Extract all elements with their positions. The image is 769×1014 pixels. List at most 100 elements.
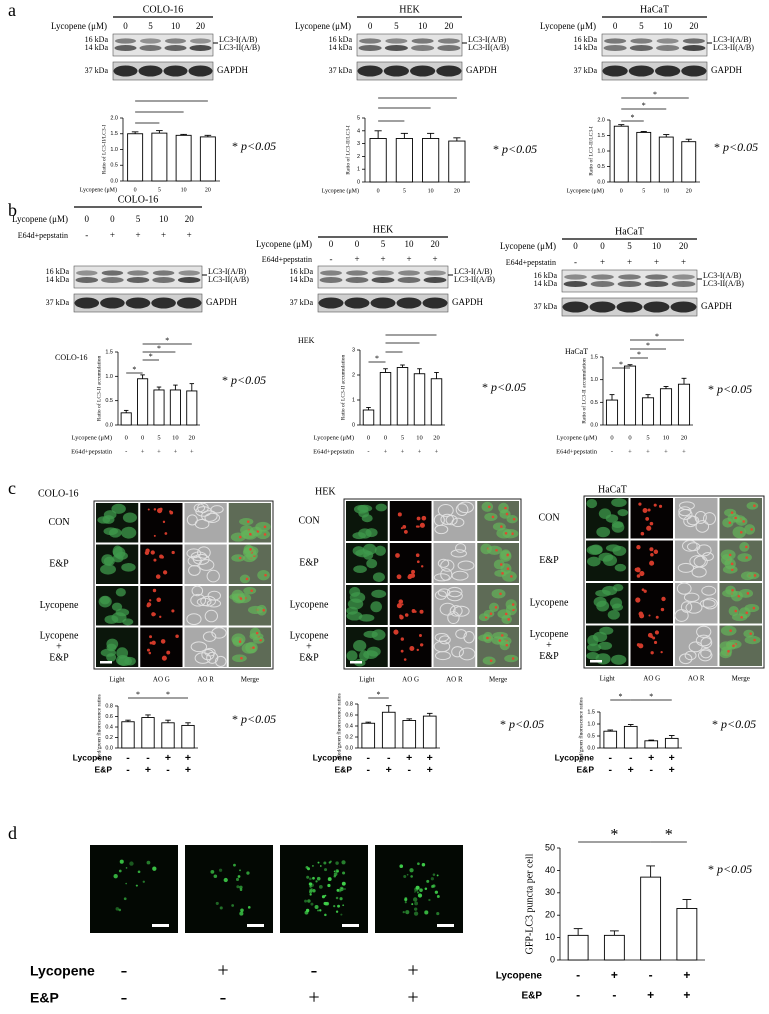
bar xyxy=(664,737,679,749)
band-label: GAPDH xyxy=(711,65,743,75)
acidic-vesicle xyxy=(395,553,400,558)
marker-label: 16 kDa xyxy=(574,35,598,44)
acidic-vesicle xyxy=(250,589,254,592)
y-tick-label: 0.5 xyxy=(597,164,605,170)
x-row-label: E64d+pepstatin xyxy=(556,448,598,455)
gfp-punctum xyxy=(414,887,419,892)
lc3-blot xyxy=(356,33,463,57)
gfp-punctum xyxy=(312,889,316,893)
cell xyxy=(353,640,367,652)
cell xyxy=(206,651,219,664)
cell xyxy=(483,609,495,618)
acidic-vesicle xyxy=(245,577,249,581)
dose: 0 xyxy=(600,241,605,251)
scale-bar xyxy=(152,924,169,927)
micrograph-tile xyxy=(184,503,227,543)
x-tick-label: - xyxy=(609,752,613,764)
band xyxy=(603,45,627,51)
cell-line-name: HEK xyxy=(315,486,336,497)
column-label: AO R xyxy=(197,676,214,684)
band xyxy=(177,277,201,283)
gfp-punctum xyxy=(239,869,241,872)
acidic-vesicle xyxy=(650,651,654,655)
gfp-punctum xyxy=(316,876,321,881)
y-tick-label: 1 xyxy=(357,167,360,173)
y-tick-label: 0.0 xyxy=(105,422,113,428)
band xyxy=(682,45,706,51)
p-value-note: * p<0.05 xyxy=(482,380,526,394)
dose: 20 xyxy=(185,214,195,224)
column-label: AO R xyxy=(688,675,705,683)
gfp-punctum xyxy=(239,888,243,891)
y-axis-label: Red/green fluorescence ratios xyxy=(95,694,102,759)
x-tick-label: + xyxy=(190,448,194,455)
cell xyxy=(190,551,208,562)
y-axis-label: Ratio of LC3-II accumulation xyxy=(580,358,587,424)
cell-line-header: HaCaT xyxy=(640,4,669,15)
treatment-sign: + xyxy=(432,254,437,264)
gfp-punctum xyxy=(324,913,327,917)
treatment-sign: - xyxy=(311,960,318,982)
p-value: p<0.05 xyxy=(490,380,526,394)
gfp-punctum xyxy=(135,884,138,887)
column-label: Light xyxy=(110,676,125,684)
acidic-vesicle xyxy=(498,639,502,642)
cell xyxy=(366,558,378,569)
cell xyxy=(239,518,254,526)
acidic-vesicle xyxy=(737,594,741,598)
acidic-vesicle xyxy=(150,550,155,555)
column-label: Merge xyxy=(732,675,750,683)
p-value: p<0.05 xyxy=(716,862,752,876)
dose: 20 xyxy=(679,241,689,251)
cell xyxy=(103,556,115,567)
band xyxy=(318,297,344,309)
y-tick-label: 0.0 xyxy=(110,178,118,184)
acidic-vesicle xyxy=(750,528,753,531)
cell xyxy=(451,570,469,581)
acidic-vesicle xyxy=(506,553,510,557)
gfp-punctum xyxy=(321,895,326,899)
acidic-vesicle xyxy=(635,567,641,573)
dose: 20 xyxy=(689,21,699,31)
acidic-vesicle xyxy=(238,556,242,560)
cell xyxy=(358,614,375,622)
acidic-vesicle xyxy=(159,554,164,559)
bar xyxy=(603,934,625,961)
band xyxy=(423,277,447,283)
cell xyxy=(504,654,519,663)
cell xyxy=(198,559,215,571)
gfp-punctum xyxy=(335,910,339,913)
cell xyxy=(724,508,737,517)
band xyxy=(188,65,213,77)
cell xyxy=(440,559,455,572)
y-axis-label: Ratio of LC3-II/LC3-I xyxy=(587,126,594,176)
band xyxy=(163,65,188,77)
scale-bar xyxy=(342,924,359,927)
x-tick-label: - xyxy=(126,752,130,764)
cell xyxy=(232,654,247,663)
x-row-label: Lycopene (μM) xyxy=(322,187,359,194)
cell xyxy=(349,592,366,603)
acidic-vesicle xyxy=(491,515,495,519)
acidic-vesicle xyxy=(661,596,666,602)
acidic-vesicle xyxy=(401,603,404,606)
band-label: LC3-II(A/B) xyxy=(468,43,509,52)
significance-star: * xyxy=(619,360,623,369)
treatment-sign: + xyxy=(161,230,166,240)
cell xyxy=(447,611,460,625)
treatment-sign: + xyxy=(354,254,359,264)
cell xyxy=(720,625,737,636)
row-label: Lycopene xyxy=(30,963,95,979)
x-row-label: E&P xyxy=(335,764,353,774)
gfp-punctum xyxy=(311,864,314,867)
x-tick-label: - xyxy=(125,448,127,455)
band xyxy=(345,277,369,283)
y-tick-label: 50 xyxy=(545,842,555,852)
cell xyxy=(232,593,246,604)
bar xyxy=(605,399,619,426)
bar xyxy=(448,140,466,183)
micrograph-tile xyxy=(389,501,432,541)
cell xyxy=(243,586,257,595)
band xyxy=(165,38,186,44)
y-tick-label: 0.8 xyxy=(105,703,113,709)
